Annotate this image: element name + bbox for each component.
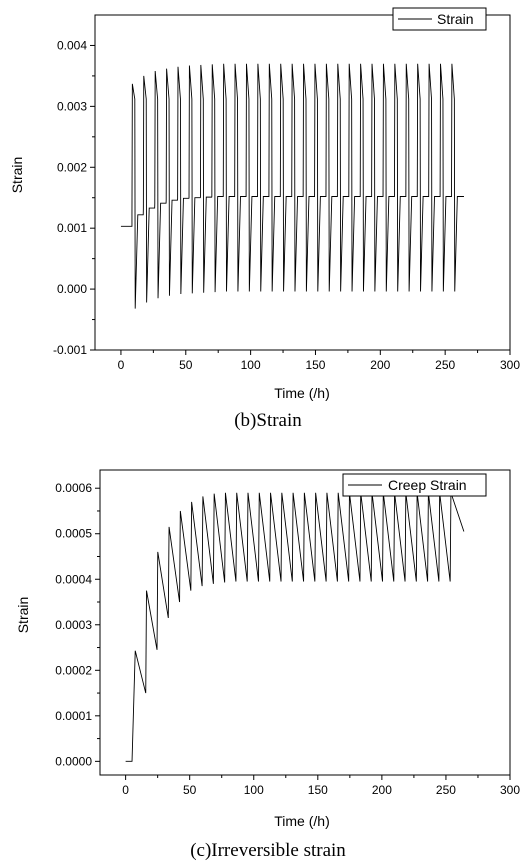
chart-b-y-ticks: -0.001 0.000 0.001 0.002 0.003 0.004 — [53, 38, 95, 357]
chart-b-y-tick-label: 0.004 — [57, 38, 87, 52]
chart-b-legend-box — [392, 7, 487, 31]
chart-c-plot-area — [99, 469, 511, 776]
chart-b-x-axis-label: Time (/h) — [274, 385, 329, 401]
chart-c-x-tick-label: 150 — [308, 783, 328, 797]
chart-b-y-tick-label: -0.001 — [53, 343, 87, 357]
chart-c-y-tick-label: 0.0004 — [55, 572, 92, 586]
chart-c-legend-box — [342, 473, 487, 497]
chart-c-legend-label: Creep Strain — [388, 477, 467, 493]
chart-c-x-tick-label: 250 — [436, 783, 456, 797]
chart-c-x-tick-label: 0 — [122, 783, 129, 797]
chart-b-plot-area — [94, 14, 511, 351]
chart-b-x-tick-label: 100 — [241, 358, 261, 372]
chart-c-x-tick-label: 200 — [372, 783, 392, 797]
chart-c-y-tick-label: 0.0003 — [55, 618, 92, 632]
chart-b-x-tick-label: 0 — [118, 358, 125, 372]
chart-c-x-ticks: 0 50 100 150 200 250 300 — [122, 775, 520, 797]
chart-c: 0 50 100 150 200 250 300 0.00000.00010.00020.0… — [15, 469, 520, 861]
chart-c-x-axis-label: Time (/h) — [274, 813, 329, 829]
chart-b-x-tick-label: 300 — [500, 358, 520, 372]
chart-b-y-axis-label: Strain — [9, 157, 25, 194]
chart-c-y-tick-label: 0.0000 — [55, 754, 92, 768]
chart-b-x-tick-label: 50 — [179, 358, 193, 372]
chart-c-series-line — [125, 492, 465, 762]
chart-b-legend: Strain — [392, 7, 487, 31]
chart-b-series — [120, 63, 464, 309]
chart-c-y-tick-label: 0.0001 — [55, 709, 92, 723]
chart-b-y-tick-label: 0.001 — [57, 221, 87, 235]
chart-b: 0 50 100 150 200 250 300 -0.001 0.000 0.001 0.002… — [9, 7, 520, 431]
chart-b-x-tick-label: 250 — [435, 358, 455, 372]
chart-b-y-tick-label: 0.002 — [57, 160, 87, 174]
chart-c-series — [125, 492, 465, 762]
chart-c-y-tick-label: 0.0002 — [55, 663, 92, 677]
chart-c-caption: (c)Irreversible strain — [190, 840, 346, 861]
chart-b-y-tick-label: 0.000 — [57, 282, 87, 296]
chart-c-x-tick-label: 100 — [244, 783, 264, 797]
chart-c-y-tick-label: 0.0005 — [55, 527, 92, 541]
chart-c-x-tick-label: 300 — [500, 783, 520, 797]
chart-c-y-ticks: 0.0000 0.0001 0.0002 0.0003 0.0004 0.0005 0.00… — [55, 481, 100, 768]
chart-c-y-tick-label: 0.0006 — [55, 481, 92, 495]
chart-b-x-tick-label: 200 — [370, 358, 390, 372]
chart-b-series-line — [120, 63, 464, 309]
chart-b-legend-label: Strain — [437, 11, 474, 27]
chart-c-legend: Creep Strain — [342, 473, 487, 497]
chart-b-x-tick-label: 150 — [305, 358, 325, 372]
chart-b-x-ticks: 0 50 100 150 200 250 300 — [118, 350, 520, 372]
chart-c-y-axis-label: Strain — [15, 597, 31, 634]
chart-c-x-tick-label: 50 — [183, 783, 197, 797]
chart-b-y-tick-label: 0.003 — [57, 99, 87, 113]
chart-b-caption: (b)Strain — [234, 410, 302, 431]
